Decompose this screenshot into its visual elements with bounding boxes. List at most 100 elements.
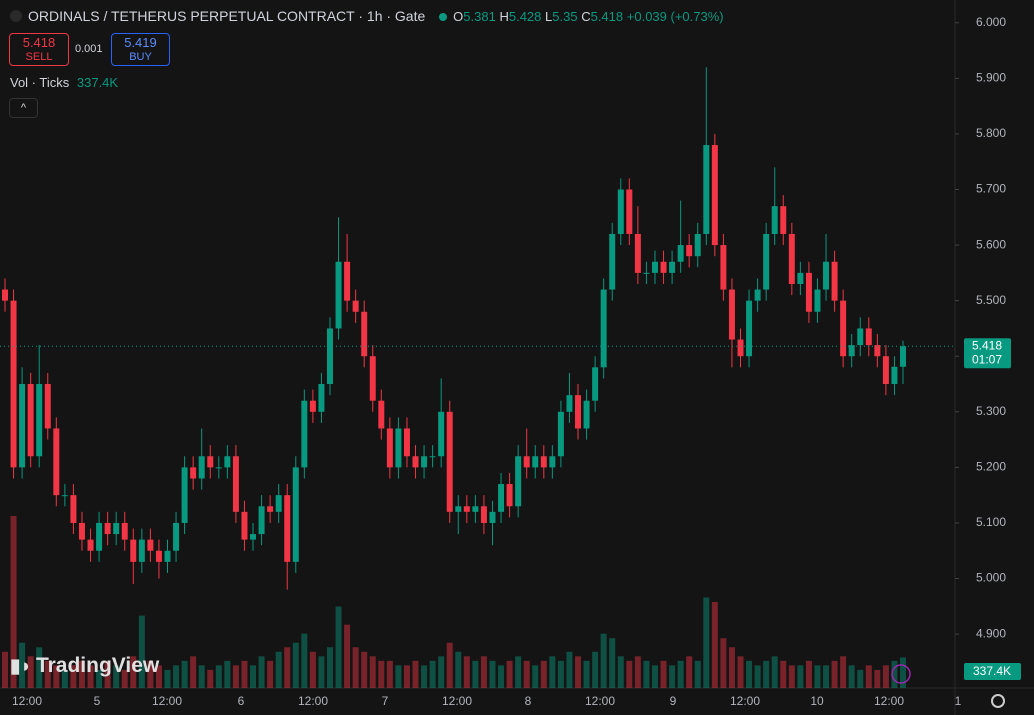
volume-bar <box>489 660 496 688</box>
volume-bar <box>198 665 205 688</box>
volume-bar <box>438 656 445 688</box>
volume-bar <box>421 665 428 688</box>
candle-body <box>583 400 590 429</box>
volume-bar <box>96 669 103 688</box>
buy-label: BUY <box>129 51 152 63</box>
volume-bar <box>677 660 684 688</box>
candle-body <box>805 272 812 312</box>
volume-bar <box>746 660 753 688</box>
x-tick-label: 12:00 <box>442 694 472 708</box>
candle-body <box>318 384 325 412</box>
candle-body <box>429 456 436 458</box>
volume-bar <box>173 665 180 688</box>
volume-bar <box>788 665 795 688</box>
y-tick-label: 5.000 <box>976 571 1006 585</box>
candle-body <box>412 456 419 468</box>
volume-bar <box>155 665 162 688</box>
candle-body <box>643 272 650 274</box>
candle-body <box>677 245 684 262</box>
candle-body <box>737 339 744 357</box>
candle-body <box>403 428 410 457</box>
x-tick-label: 10 <box>810 694 824 708</box>
symbol-title[interactable]: ORDINALS / TETHERUS PERPETUAL CONTRACT ·… <box>28 8 426 24</box>
volume-bar <box>275 651 282 688</box>
volume-bar <box>326 647 333 688</box>
buy-price: 5.419 <box>124 35 157 50</box>
volume-bar <box>540 660 547 688</box>
candle-body <box>27 384 34 457</box>
volume-bar <box>549 656 556 688</box>
candle-body <box>686 245 693 257</box>
volume-bar <box>44 660 51 688</box>
y-tick-label: 4.900 <box>976 626 1006 640</box>
candle-body <box>53 428 60 496</box>
candle-body <box>113 522 120 535</box>
sell-label: SELL <box>25 51 53 63</box>
candle-body <box>532 456 539 468</box>
candle-body <box>232 456 239 512</box>
candle-body <box>301 400 308 468</box>
x-tick-label: 9 <box>670 694 677 708</box>
volume-bar <box>207 669 214 688</box>
volume-bar <box>27 656 34 688</box>
h-value: 5.428 <box>508 9 542 24</box>
candle-body <box>540 456 547 468</box>
candle-body <box>874 345 881 357</box>
candle-body <box>600 289 607 368</box>
candle-body <box>797 272 804 284</box>
candle-body <box>480 506 487 523</box>
candle-body <box>788 233 795 284</box>
candle-body <box>446 411 453 512</box>
candle-body <box>515 456 522 507</box>
volume-bar <box>728 647 735 688</box>
candle-body <box>891 366 898 385</box>
volume-bar <box>70 665 77 688</box>
volume-bar <box>130 656 137 688</box>
volume-legend: Vol · Ticks 337.4K <box>10 75 118 90</box>
volume-bar <box>711 602 718 688</box>
y-tick-label: 5.800 <box>976 126 1006 140</box>
candle-body <box>250 534 257 540</box>
candle-body <box>267 506 274 512</box>
alert-icon <box>891 664 911 684</box>
candle-body <box>130 539 137 562</box>
volume-value-box <box>964 663 1021 680</box>
volume-bar <box>840 656 847 688</box>
candle-body <box>814 289 821 312</box>
collapse-button[interactable]: ^ <box>9 98 38 118</box>
candle-body <box>617 189 624 234</box>
volume-bar <box>797 665 804 688</box>
volume-bar <box>669 665 676 688</box>
volume-bar <box>814 665 821 688</box>
candle-body <box>87 539 94 551</box>
volume-bar <box>395 665 402 688</box>
volume-bar <box>104 660 111 688</box>
volume-bar <box>455 651 462 688</box>
last-price-box <box>964 338 1011 369</box>
c-value: 5.418 <box>590 9 624 24</box>
candle-body <box>335 261 342 329</box>
watermark: ▮◗ TradingView <box>10 654 159 678</box>
countdown-label: 01:07 <box>972 352 1002 366</box>
volume-bar <box>309 651 316 688</box>
candle-body <box>771 206 778 234</box>
volume-bar <box>147 660 154 688</box>
candle-body <box>104 522 111 535</box>
volume-bar <box>10 516 17 688</box>
volume-bar <box>583 660 590 688</box>
candle-body <box>728 289 735 340</box>
volume-bar <box>138 615 145 688</box>
candle-body <box>703 145 710 234</box>
volume-bar <box>626 660 633 688</box>
candle-body <box>96 522 103 551</box>
volume-bar <box>344 624 351 688</box>
y-tick-label: 5.600 <box>976 237 1006 251</box>
candle-body <box>669 261 676 273</box>
candle-body <box>566 395 573 412</box>
o-value: 5.381 <box>463 9 496 24</box>
sell-button[interactable]: 5.418 SELL <box>9 33 69 66</box>
buy-button[interactable]: 5.419 BUY <box>111 33 170 66</box>
l-label: L <box>545 9 553 24</box>
x-tick-label: 12:00 <box>874 694 904 708</box>
volume-bar <box>215 665 222 688</box>
